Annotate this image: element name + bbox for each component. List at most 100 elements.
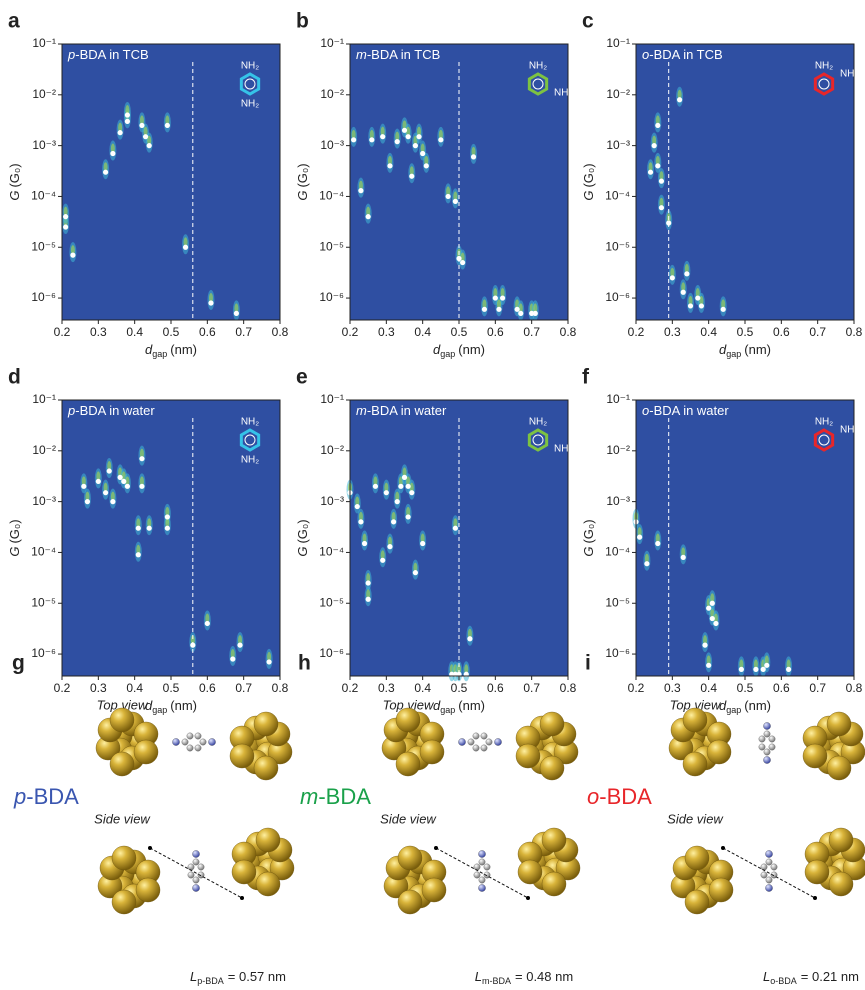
title-text: -BDA in water xyxy=(367,403,447,418)
density-core xyxy=(713,613,718,624)
y-tick-label: 10⁻⁴ xyxy=(31,189,56,203)
x-axis-label: dgap (nm) xyxy=(433,342,485,359)
data-point xyxy=(412,570,418,576)
x-tick-label: 0.8 xyxy=(560,681,577,695)
molecule-atom xyxy=(765,876,773,884)
molecule-atom xyxy=(485,738,493,746)
density-core xyxy=(369,129,374,140)
x-tick-label: 0.2 xyxy=(628,681,645,695)
molecule-name: m-BDA xyxy=(300,784,371,809)
density-core xyxy=(183,237,188,248)
length-sub: o-BDA xyxy=(770,976,797,986)
data-point xyxy=(753,666,759,672)
x-tick-label: 0.7 xyxy=(809,325,826,339)
data-point xyxy=(412,143,418,149)
density-core xyxy=(652,135,657,146)
molecule-atom xyxy=(197,871,205,879)
x-label-symbol: d xyxy=(145,698,153,713)
panel-title: o-BDA in TCB xyxy=(642,47,723,62)
benzene-inner xyxy=(532,78,544,90)
data-point xyxy=(438,137,444,143)
density-core xyxy=(147,518,152,529)
title-text: -BDA in water xyxy=(649,403,729,418)
molecule-atom xyxy=(758,743,766,751)
density-core xyxy=(107,461,112,472)
data-point xyxy=(409,173,415,179)
molecule-atom xyxy=(478,858,486,866)
density-core xyxy=(387,155,392,166)
x-tick-label: 0.5 xyxy=(737,325,754,339)
benzene-inner xyxy=(244,78,256,90)
gold-atom xyxy=(515,743,541,769)
x-tick-label: 0.4 xyxy=(126,681,143,695)
x-tick-label: 0.4 xyxy=(126,325,143,339)
density-core xyxy=(655,533,660,544)
data-point xyxy=(409,490,415,496)
amine-label: NH₂ xyxy=(815,61,833,72)
view-label: Side view xyxy=(94,811,151,826)
data-point xyxy=(110,150,116,157)
y-label-unit: (G₀) xyxy=(581,163,596,187)
x-tick-label: 0.5 xyxy=(451,325,468,339)
amine-label: NH₂ xyxy=(529,417,547,428)
data-point xyxy=(394,139,400,145)
x-tick-label: 0.8 xyxy=(846,325,863,339)
data-point xyxy=(647,169,654,175)
x-tick-label: 0.4 xyxy=(414,681,431,695)
title-prefix: o xyxy=(642,47,649,62)
panel-title: o-BDA in water xyxy=(642,403,729,418)
x-axis-label: dgap (nm) xyxy=(145,342,197,359)
distance-line xyxy=(435,847,529,899)
y-tick-label: 10⁻¹ xyxy=(320,36,344,50)
x-label-symbol: d xyxy=(719,342,727,357)
x-tick-label: 0.3 xyxy=(378,325,395,339)
anchor-dot xyxy=(434,846,438,850)
gold-atom xyxy=(828,871,854,897)
plot-area xyxy=(62,44,280,320)
data-point xyxy=(655,122,661,129)
data-point xyxy=(103,490,109,496)
y-tick-label: 10⁻⁶ xyxy=(319,646,344,660)
gold-atom xyxy=(517,859,543,885)
gold-atom xyxy=(133,739,159,765)
data-point xyxy=(655,163,661,169)
data-point xyxy=(695,295,701,301)
density-core xyxy=(681,547,686,558)
x-tick-label: 0.8 xyxy=(560,325,577,339)
density-core xyxy=(699,295,704,306)
y-tick-label: 10⁻⁵ xyxy=(31,239,56,253)
x-label-sub: gap xyxy=(726,349,741,359)
data-point xyxy=(164,514,170,520)
x-label-unit: (nm) xyxy=(458,698,485,713)
y-label-unit: (G₀) xyxy=(581,519,596,543)
y-tick-label: 10⁻⁶ xyxy=(319,290,344,304)
length-sub: p-BDA xyxy=(197,976,224,986)
data-point xyxy=(204,620,210,627)
y-tick-label: 10⁻⁶ xyxy=(605,646,630,660)
data-point xyxy=(146,525,152,531)
title-prefix: p xyxy=(67,47,75,62)
data-point xyxy=(738,666,744,672)
benzene-ring xyxy=(813,428,835,452)
gold-atom xyxy=(828,827,854,853)
density-core xyxy=(739,659,744,670)
y-axis-label: G (G₀) xyxy=(295,163,310,200)
molecule-atom xyxy=(186,732,194,740)
data-point xyxy=(164,525,170,531)
density-core xyxy=(380,550,385,561)
molecule-atom xyxy=(473,863,481,871)
density-core xyxy=(420,143,425,154)
density-core xyxy=(395,491,400,502)
gold-atom xyxy=(826,755,852,781)
data-point xyxy=(84,499,91,505)
density-core xyxy=(118,122,123,133)
data-point xyxy=(456,255,462,262)
gold-atom xyxy=(253,711,279,737)
density-core xyxy=(234,303,239,314)
y-tick-label: 10⁻⁴ xyxy=(319,545,344,559)
gold-atom xyxy=(421,877,447,903)
amine-label: NH₂ xyxy=(241,417,259,428)
density-core xyxy=(655,115,660,126)
amine-label: NH₂ xyxy=(241,455,259,466)
